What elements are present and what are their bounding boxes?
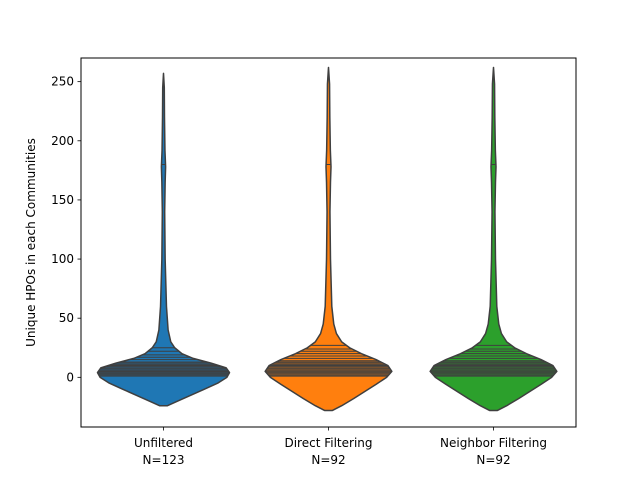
y-tick-label: 50 — [59, 311, 74, 325]
y-axis-label: Unique HPOs in each Communities — [24, 138, 38, 347]
y-tick-label: 100 — [51, 252, 74, 266]
x-tick-count-label: N=123 — [143, 453, 185, 467]
violin-outline — [264, 66, 393, 412]
violin-body — [265, 67, 392, 411]
y-axis: 0 50 100 150 200 250 — [51, 75, 81, 384]
violin-body — [430, 67, 557, 411]
x-tick-label: Neighbor Filtering — [440, 436, 547, 450]
x-axis: Unfiltered N=123 Direct Filtering N=92 Neigh… — [134, 427, 547, 467]
x-tick-label: Direct Filtering — [284, 436, 372, 450]
y-tick-label: 200 — [51, 134, 74, 148]
plot-area — [96, 66, 558, 412]
violin-outline — [96, 72, 231, 407]
x-tick-label: Unfiltered — [134, 436, 193, 450]
y-tick-label: 150 — [51, 193, 74, 207]
x-tick-count-label: N=92 — [476, 453, 510, 467]
violin-body — [97, 73, 230, 406]
violin-outline — [429, 66, 558, 412]
y-tick-label: 0 — [66, 370, 74, 384]
x-tick-count-label: N=92 — [311, 453, 345, 467]
y-tick-label: 250 — [51, 75, 74, 89]
